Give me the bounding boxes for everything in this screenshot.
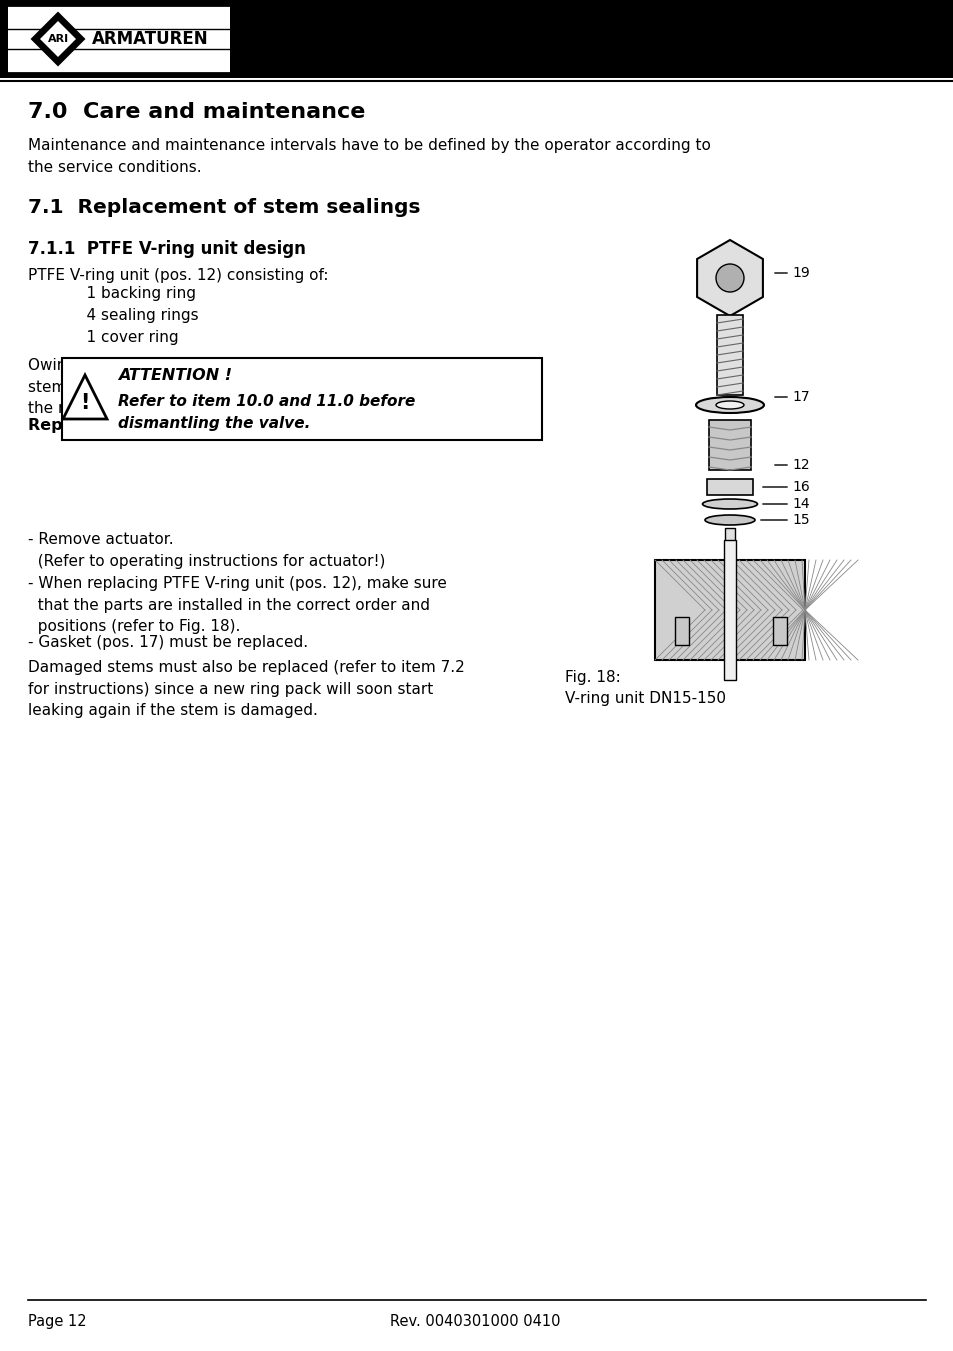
Ellipse shape <box>696 397 763 413</box>
Text: 15: 15 <box>791 513 809 527</box>
Text: 12: 12 <box>791 458 809 471</box>
FancyBboxPatch shape <box>708 420 750 470</box>
FancyBboxPatch shape <box>724 528 734 561</box>
FancyBboxPatch shape <box>655 561 804 661</box>
Text: Replacement of PTFE V-ring units:: Replacement of PTFE V-ring units: <box>28 417 337 434</box>
Polygon shape <box>63 376 107 419</box>
Text: 1 backing ring
            4 sealing rings
            1 cover ring: 1 backing ring 4 sealing rings 1 cover r… <box>28 286 198 346</box>
Ellipse shape <box>701 499 757 509</box>
Text: Owing to the installed compression spring (pos. 15), this
stem packing is self-a: Owing to the installed compression sprin… <box>28 358 462 416</box>
Text: Operating and installation instructions: Operating and installation instructions <box>394 15 785 32</box>
Text: Damaged stems must also be replaced (refer to item 7.2
for instructions) since a: Damaged stems must also be replaced (ref… <box>28 661 464 719</box>
Text: 14: 14 <box>791 497 809 511</box>
Text: Str. thr. control valves - STEVI® 440 / 441, 445 / 446: Str. thr. control valves - STEVI® 440 / … <box>326 49 853 66</box>
FancyBboxPatch shape <box>706 480 752 494</box>
Text: 7.1  Replacement of stem sealings: 7.1 Replacement of stem sealings <box>28 199 420 218</box>
Text: Rev. 0040301000 0410: Rev. 0040301000 0410 <box>390 1315 560 1329</box>
Text: - Gasket (pos. 17) must be replaced.: - Gasket (pos. 17) must be replaced. <box>28 635 308 650</box>
Text: Maintenance and maintenance intervals have to be defined by the operator accordi: Maintenance and maintenance intervals ha… <box>28 138 710 174</box>
Polygon shape <box>40 22 76 57</box>
Text: Refer to item 10.0 and 11.0 before
dismantling the valve.: Refer to item 10.0 and 11.0 before disma… <box>118 394 415 431</box>
Text: - Remove actuator.
  (Refer to operating instructions for actuator!): - Remove actuator. (Refer to operating i… <box>28 532 385 569</box>
Text: PTFE V-ring unit (pos. 12) consisting of:: PTFE V-ring unit (pos. 12) consisting of… <box>28 267 328 282</box>
FancyBboxPatch shape <box>675 617 688 644</box>
Polygon shape <box>32 14 84 65</box>
Polygon shape <box>697 240 762 316</box>
Text: Fig. 18:
V-ring unit DN15-150: Fig. 18: V-ring unit DN15-150 <box>564 670 725 707</box>
Text: 17: 17 <box>791 390 809 404</box>
Text: - When replacing PTFE V-ring unit (pos. 12), make sure
  that the parts are inst: - When replacing PTFE V-ring unit (pos. … <box>28 576 446 634</box>
Text: ATTENTION !: ATTENTION ! <box>118 367 232 382</box>
Circle shape <box>716 263 743 292</box>
Text: Page 12: Page 12 <box>28 1315 87 1329</box>
FancyBboxPatch shape <box>8 5 230 73</box>
Text: !: ! <box>80 393 90 413</box>
Ellipse shape <box>704 515 754 526</box>
FancyBboxPatch shape <box>717 315 742 394</box>
Text: 7.1.1  PTFE V-ring unit design: 7.1.1 PTFE V-ring unit design <box>28 240 306 258</box>
FancyBboxPatch shape <box>772 617 786 644</box>
Text: ARMATUREN: ARMATUREN <box>91 30 208 49</box>
FancyBboxPatch shape <box>0 0 953 78</box>
Text: 16: 16 <box>791 480 809 494</box>
Text: 7.0  Care and maintenance: 7.0 Care and maintenance <box>28 101 365 122</box>
FancyBboxPatch shape <box>723 540 735 680</box>
Text: ARI: ARI <box>48 34 69 45</box>
FancyBboxPatch shape <box>62 358 541 440</box>
Text: 19: 19 <box>791 266 809 280</box>
Ellipse shape <box>716 401 743 409</box>
